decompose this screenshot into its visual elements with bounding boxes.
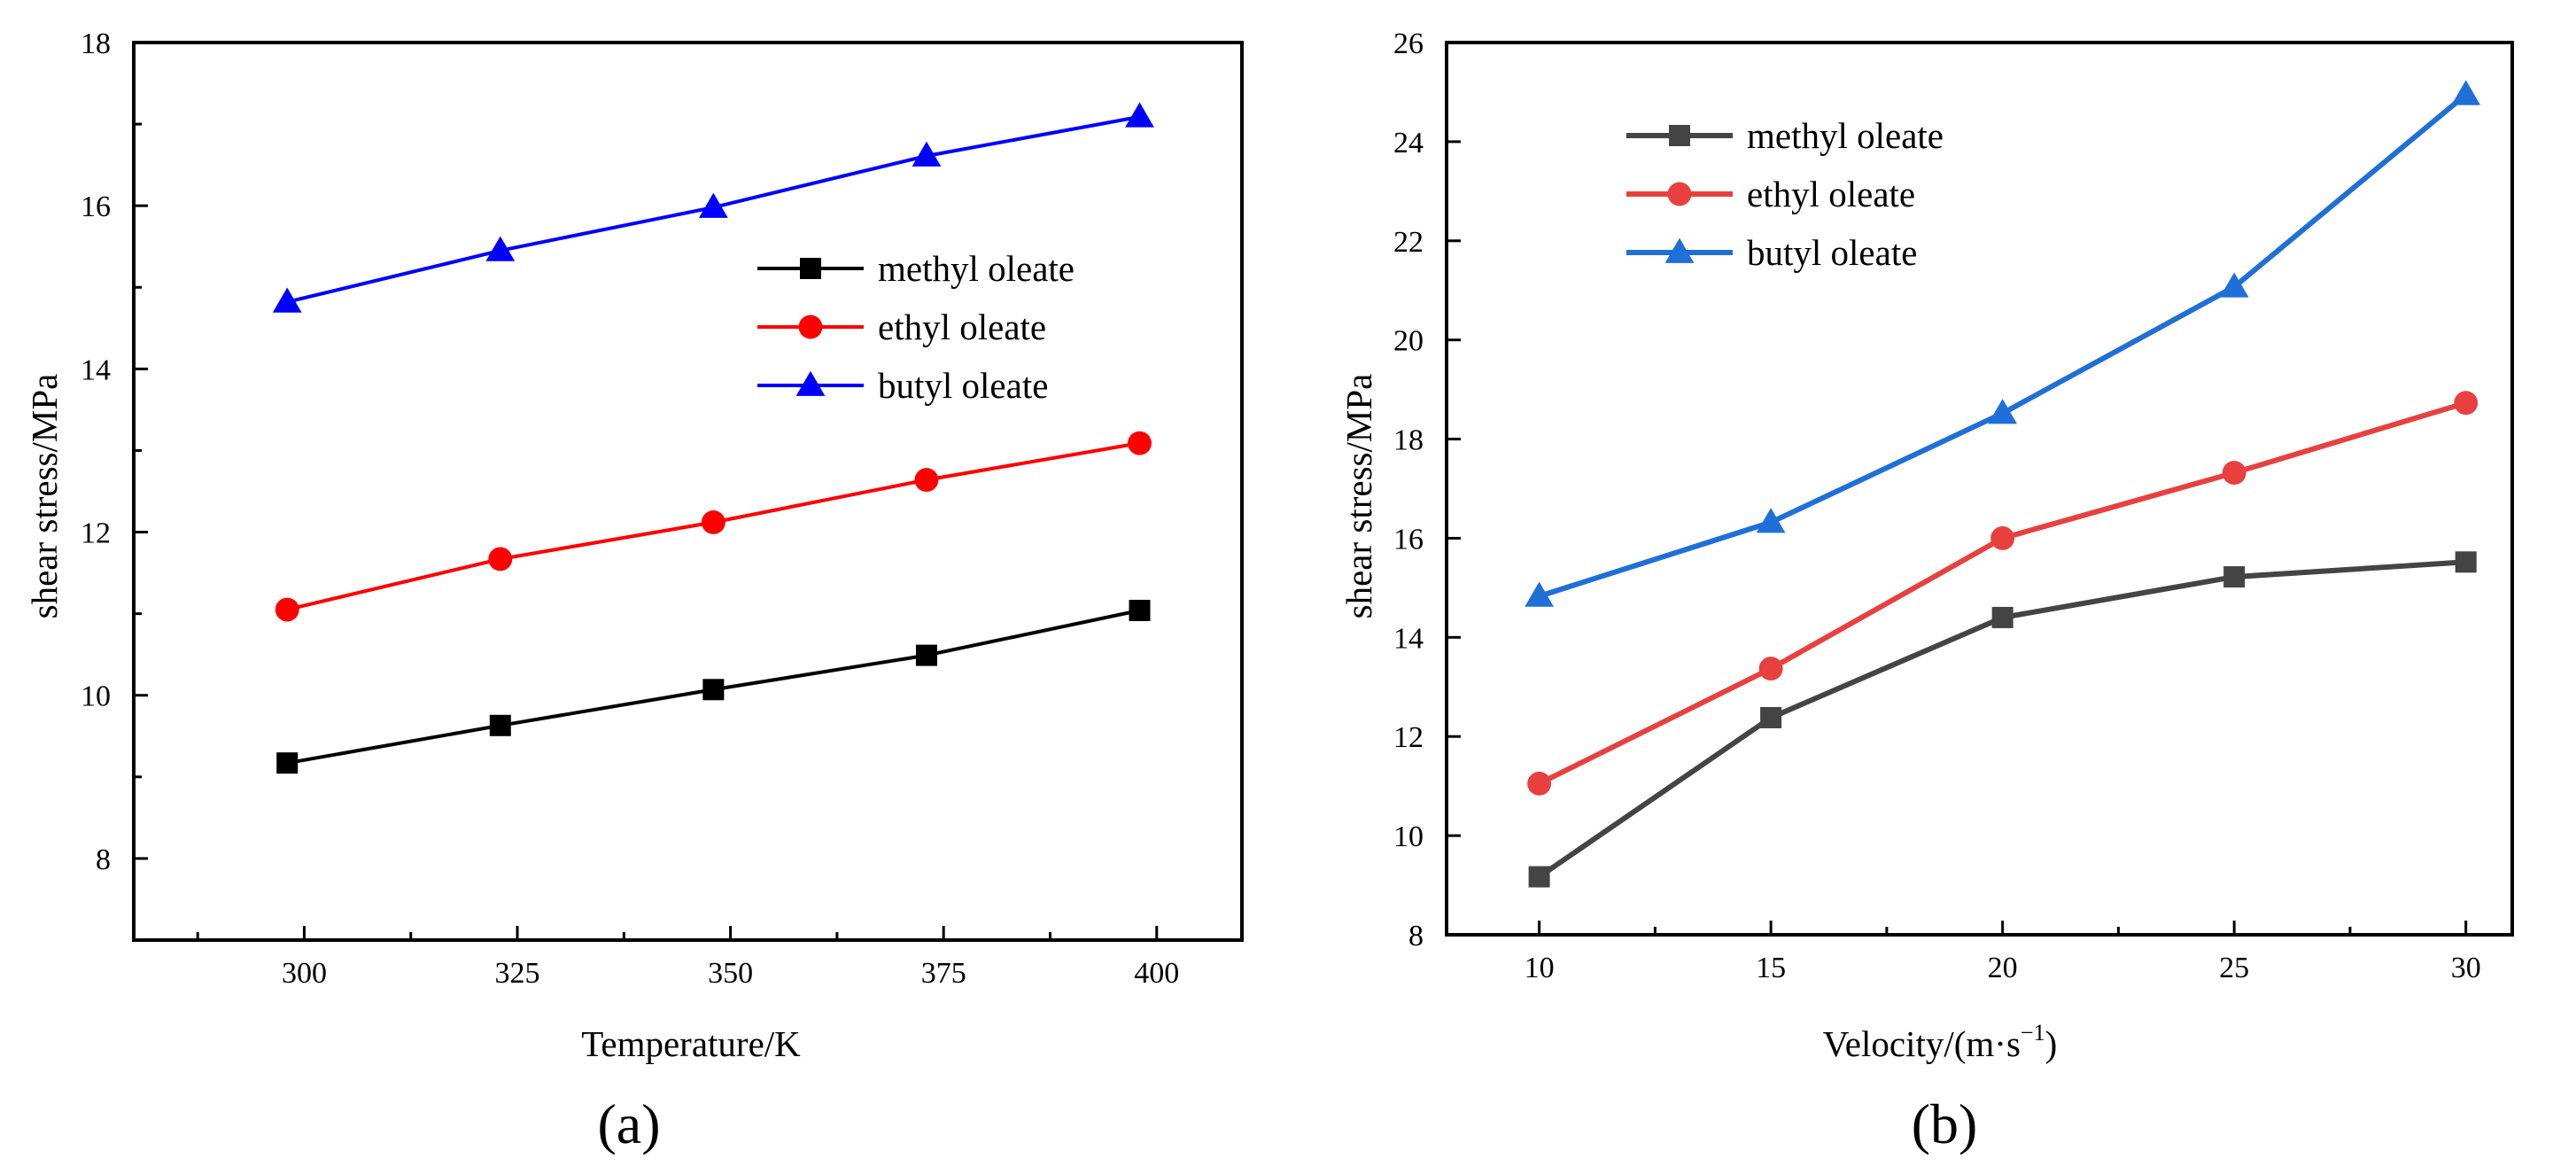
panel-a-label: (a) [597,1092,660,1155]
panel-a-data-point [915,644,937,666]
panel-a-y-tick-label: 10 [81,680,111,713]
panel-b-legend-marker [1664,237,1695,263]
panel-b-y-tick-label: 10 [1393,820,1424,853]
panel-a-temperature-chart: (a) Temperature/K shear stress/MPa 300 32… [24,27,1244,1155]
panel-b-y-axis-title: shear stress/MPa [1338,374,1379,619]
panel-a-series-ethyl-oleate [275,431,1152,622]
panel-b-x-axis-title-suffix: ) [2045,1023,2058,1064]
panel-b-y-tick-label: 24 [1393,127,1424,159]
panel-b-series-ethyl-oleate [1527,391,2479,796]
panel-b-x-tick-label: 10 [1525,952,1555,984]
panel-a-data-point [914,468,939,493]
panel-a-data-point [275,597,299,622]
panel-a-plot-frame [132,41,1244,942]
panel-a-legend-marker [798,315,823,339]
panel-a-data-point [276,752,299,774]
panel-a-legend-label: ethyl oleate [878,307,1046,347]
panel-b-x-axis-title: Velocity/(m·s−1) [1823,1020,2058,1064]
panel-a-x-tick-label: 350 [708,957,753,990]
panel-a-legend-entry: ethyl oleate [757,307,1046,347]
panel-b-data-point [1758,657,1783,681]
panel-b-velocity-chart: (b) Velocity/(m·s−1) shear stress/MPa 10… [1338,27,2514,1155]
panel-a-data-point [489,714,511,736]
panel-b-data-point [1528,866,1550,888]
panel-b-x-tick-label: 15 [1756,952,1786,984]
panel-b-x-axis-title-main: Velocity/(m·s [1823,1023,2021,1064]
panel-a-legend-marker [795,370,826,396]
panel-b-x-tick-label: 25 [2219,952,2249,984]
panel-b-legend-entry: butyl oleate [1626,232,1917,273]
panel-b-data-point [1991,606,2013,628]
panel-a-legend-marker [800,258,821,279]
panel-a-x-axis-title: Temperature/K [581,1023,801,1064]
panel-a-data-point [272,287,302,313]
panel-b-y-tick-label: 20 [1393,325,1424,358]
panel-b-x-tick-label: 20 [1988,952,2018,984]
panel-b-data-point [2219,272,2249,298]
panel-b-y-tick-label: 26 [1393,27,1424,60]
panel-a-x-tick-label: 300 [282,957,327,990]
panel-a-data-point [702,679,725,701]
panel-b-data-point [1756,508,1786,533]
panel-b-legend-entry: methyl oleate [1626,115,1944,156]
panel-b-legend-label: methyl oleate [1747,115,1944,156]
panel-a-y-tick-label: 16 [81,190,111,223]
panel-a-data-point [701,510,725,534]
panel-a-y-axis-title: shear stress/MPa [24,374,65,619]
panel-a-legend-label: methyl oleate [878,248,1075,289]
panel-a-data-point [1125,102,1154,128]
panel-a-y-tick-label: 12 [81,517,111,550]
panel-a-x-tick-label: 375 [921,957,966,990]
panel-b-y-tick-label: 16 [1393,523,1424,556]
panel-a-series-methyl-oleate [276,599,1151,774]
panel-a-y-tick-label: 18 [81,27,111,60]
panel-b-plot-frame [1445,41,2514,937]
panel-a-data-point [488,547,513,571]
panel-b-data-point [2454,391,2479,416]
panel-b-series-line [1538,92,2468,599]
panel-b-series-line [1538,400,2467,787]
panel-b-series-methyl-oleate [1528,551,2477,888]
panel-a-data-point [912,141,942,167]
panel-a-legend-entry: methyl oleate [757,248,1075,289]
panel-b-data-point [1988,399,2018,424]
panel-a-y-tick-label: 14 [81,354,111,386]
panel-a-data-point [1129,599,1151,621]
panel-b-series-butyl-oleate [1525,80,2481,607]
panel-a-legend-label: butyl oleate [878,365,1048,406]
panel-b-y-tick-label: 18 [1393,424,1424,457]
panel-b-y-tick-label: 12 [1393,721,1424,754]
panel-b-data-point [2451,80,2481,105]
panel-b-label: (b) [1912,1092,1978,1155]
panel-a-x-tick-label: 400 [1134,957,1179,990]
panel-b-data-point [2222,461,2246,486]
panel-a-data-point [1128,431,1152,455]
panel-b-x-tick-label: 30 [2451,952,2481,984]
panel-b-y-tick-label: 22 [1393,226,1424,259]
panel-b-data-point [1760,706,1782,728]
panel-b-data-point [2455,551,2477,573]
panel-b-data-point [2223,566,2246,588]
panel-a-x-tick-label: 325 [495,957,540,990]
panel-b-data-point [1527,771,1552,796]
panel-b-legend-label: butyl oleate [1747,232,1917,273]
panel-a-data-point [485,236,516,261]
panel-b-legend-marker [1667,182,1692,206]
panel-b-legend-entry: ethyl oleate [1626,174,1915,214]
panel-b-data-point [1990,526,2015,550]
panel-b-data-point [1525,581,1554,607]
panel-a-legend-entry: butyl oleate [757,365,1048,406]
panel-b-legend-label: ethyl oleate [1747,174,1915,214]
panel-b-legend-marker [1669,125,1690,146]
panel-b-x-axis-title-exponent: −1 [2021,1020,2045,1046]
panel-b-y-tick-label: 14 [1393,622,1424,655]
panel-a-series-butyl-oleate [272,102,1154,313]
panel-a-data-point [699,192,728,218]
panel-a-y-tick-label: 8 [96,844,111,876]
panel-b-y-tick-label: 8 [1408,920,1424,952]
